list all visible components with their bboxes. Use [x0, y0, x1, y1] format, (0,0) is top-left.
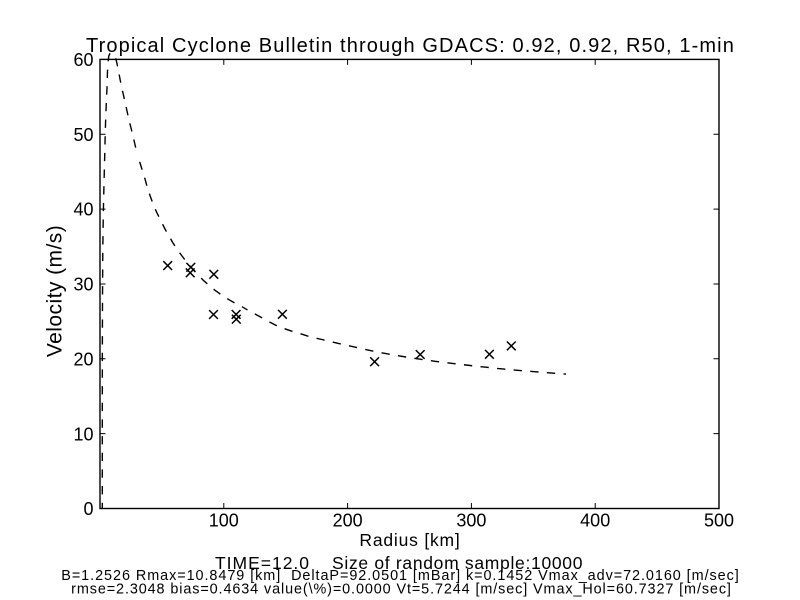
svg-text:10: 10 [73, 424, 93, 444]
svg-text:200: 200 [333, 511, 363, 531]
svg-text:300: 300 [456, 511, 486, 531]
svg-text:Velocity (m/s): Velocity (m/s) [43, 225, 66, 357]
svg-text:50: 50 [73, 125, 93, 145]
svg-text:500: 500 [704, 511, 734, 531]
svg-text:Size of random sample:10000: Size of random sample:10000 [332, 553, 583, 573]
svg-text:30: 30 [73, 275, 93, 295]
svg-text:40: 40 [73, 200, 93, 220]
svg-text:400: 400 [580, 511, 610, 531]
svg-text:100: 100 [209, 511, 239, 531]
svg-text:0: 0 [83, 499, 93, 519]
svg-text:rmse=2.3048 bias=0.4634 value(: rmse=2.3048 bias=0.4634 value(\%)=0.0000… [71, 581, 732, 597]
svg-text:60: 60 [73, 50, 93, 70]
svg-text:Radius [km]: Radius [km] [359, 530, 460, 550]
svg-text:20: 20 [73, 349, 93, 369]
svg-text:B=1.2526 Rmax=10.8479 [km] De: B=1.2526 Rmax=10.8479 [km] DeltaP=92.050… [61, 568, 739, 584]
svg-text:Tropical Cyclone Bulletin thro: Tropical Cyclone Bulletin through GDACS:… [86, 35, 735, 57]
svg-text:TIME=12.0: TIME=12.0 [215, 553, 310, 573]
